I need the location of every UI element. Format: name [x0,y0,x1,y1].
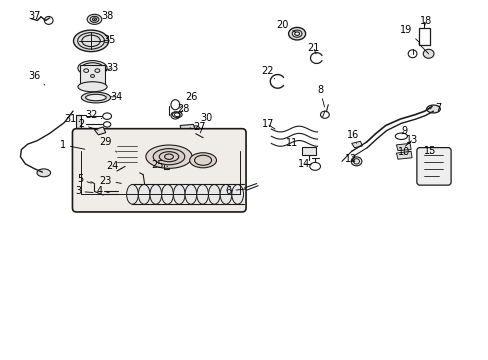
Bar [120,176,131,192]
Ellipse shape [189,153,216,168]
Ellipse shape [196,184,208,204]
Ellipse shape [37,169,51,177]
Text: 22: 22 [261,66,274,79]
Ellipse shape [85,94,106,101]
Ellipse shape [78,60,107,76]
Ellipse shape [73,30,108,51]
Text: 28: 28 [177,104,189,114]
Ellipse shape [117,163,137,170]
Text: 33: 33 [105,63,118,73]
Text: 11: 11 [285,139,302,149]
Text: 7: 7 [429,103,441,113]
Text: 25: 25 [151,160,167,170]
Polygon shape [396,151,411,159]
Ellipse shape [153,149,184,165]
Ellipse shape [184,184,196,204]
Ellipse shape [231,184,243,204]
Text: 6: 6 [225,186,245,196]
Bar [80,65,105,87]
Bar [302,147,315,155]
Ellipse shape [150,184,162,204]
Text: 15: 15 [424,145,436,156]
Text: 13: 13 [405,135,418,146]
Ellipse shape [350,157,361,166]
Text: 20: 20 [276,20,295,32]
Ellipse shape [126,184,138,204]
Text: 23: 23 [99,176,121,186]
Text: 8: 8 [316,85,324,107]
Bar [418,28,429,45]
Text: 10: 10 [397,147,409,157]
Ellipse shape [138,184,150,204]
Text: 21: 21 [307,43,319,54]
Text: 38: 38 [96,11,113,21]
Bar [76,115,81,129]
Text: 9: 9 [400,126,407,135]
Ellipse shape [220,184,231,204]
Polygon shape [351,141,362,148]
Ellipse shape [426,105,439,113]
Ellipse shape [78,82,107,92]
Text: 30: 30 [200,113,212,133]
Text: 34: 34 [110,92,123,102]
Text: 5: 5 [77,174,91,184]
Text: 18: 18 [419,17,431,27]
Polygon shape [180,125,195,132]
Text: 36: 36 [28,71,45,85]
Text: 37: 37 [28,11,44,21]
Text: 19: 19 [399,25,419,43]
Text: 1: 1 [60,140,84,150]
Text: 3: 3 [75,186,93,197]
Ellipse shape [208,184,220,204]
Text: 24: 24 [105,161,122,171]
Ellipse shape [423,49,433,58]
Ellipse shape [173,184,184,204]
Polygon shape [396,143,410,150]
FancyBboxPatch shape [416,148,450,185]
Text: 16: 16 [346,130,358,143]
Bar [117,140,137,166]
Text: 17: 17 [261,120,274,129]
Text: 2: 2 [78,120,98,130]
Text: 26: 26 [180,92,198,108]
Ellipse shape [145,145,192,168]
Text: 12: 12 [344,154,356,164]
Ellipse shape [87,14,102,24]
Text: 14: 14 [297,159,311,169]
Ellipse shape [162,184,173,204]
Ellipse shape [117,137,137,144]
Text: 35: 35 [102,35,115,45]
Ellipse shape [81,92,110,103]
Text: 32: 32 [85,111,102,121]
Polygon shape [94,127,105,135]
Ellipse shape [288,27,305,40]
Ellipse shape [292,30,302,37]
Text: 31: 31 [64,114,80,124]
FancyBboxPatch shape [72,129,245,212]
Text: 27: 27 [189,122,205,132]
Text: 4: 4 [96,186,109,197]
Text: 29: 29 [99,138,117,152]
